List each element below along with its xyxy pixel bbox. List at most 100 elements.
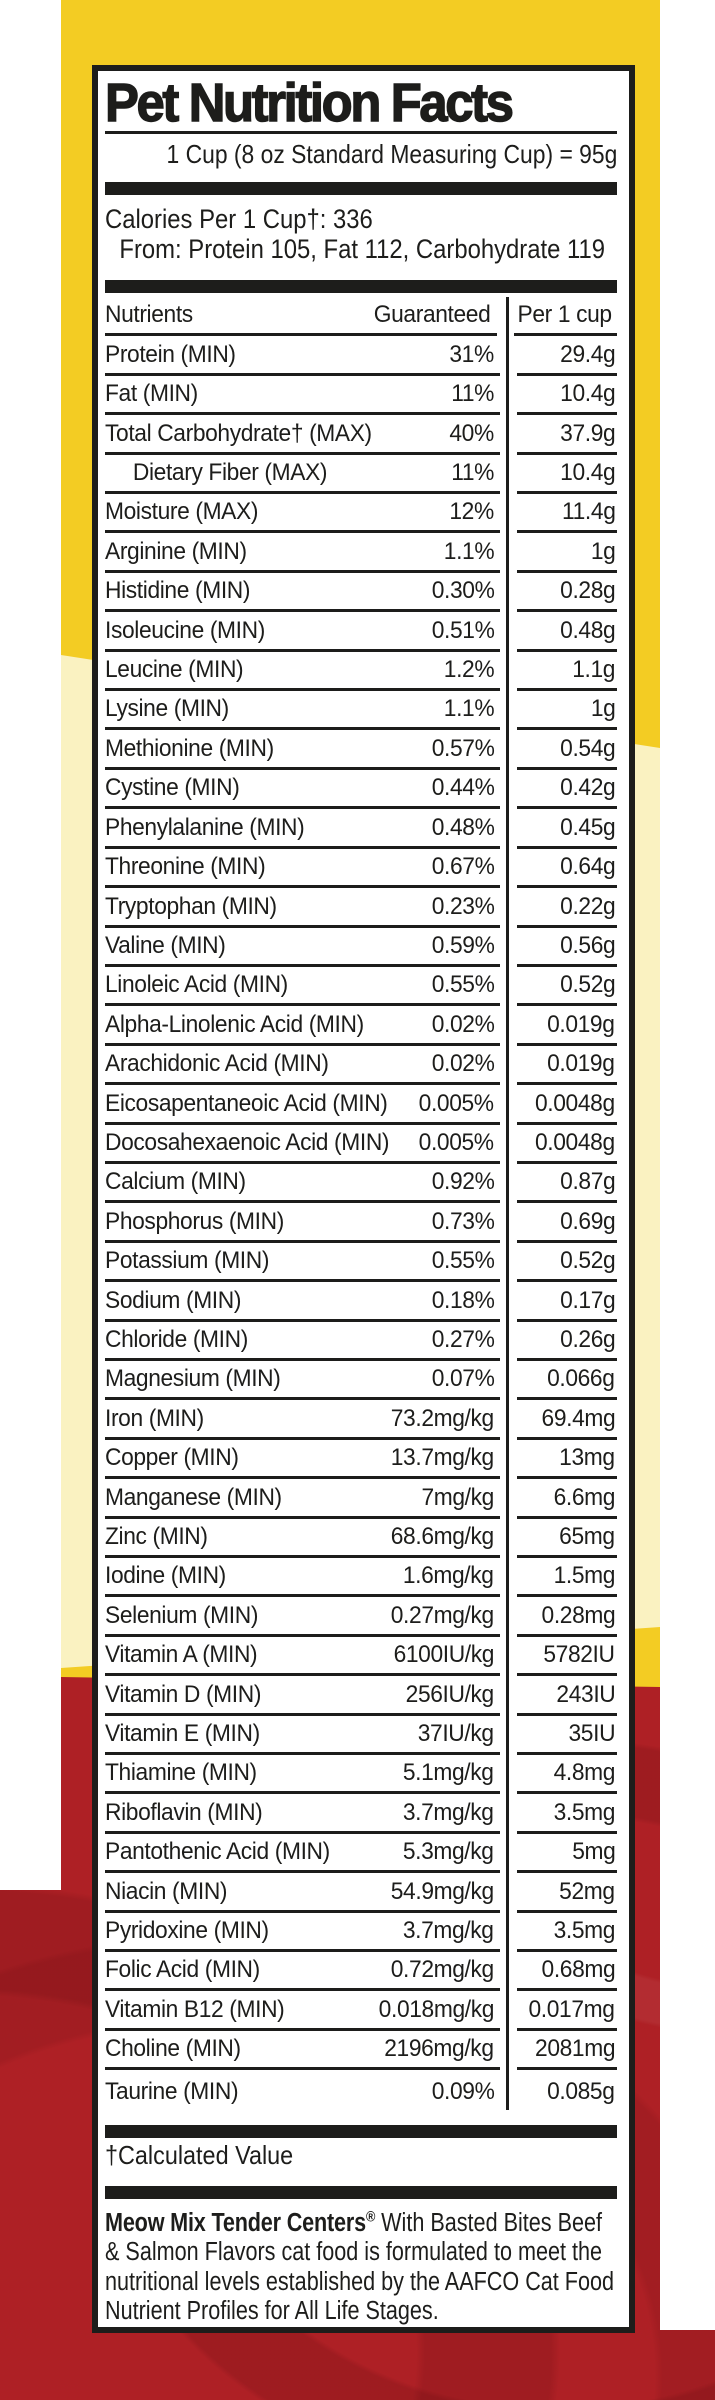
header-nutrients: Nutrients xyxy=(105,301,193,329)
table-row: Pyridoxine (MIN) 3.7mg/kg 3.5mg xyxy=(105,1913,617,1953)
guaranteed-value-cell: 0.72mg/kg xyxy=(390,1956,494,1984)
table-row: Iodine (MIN) 1.6mg/kg 1.5mg xyxy=(105,1558,617,1598)
nutrient-name-cell: Lysine (MIN) xyxy=(105,695,229,723)
per-cup-value-cell: 0.28mg xyxy=(541,1601,615,1629)
nutrient-name-cell: Leucine (MIN) xyxy=(105,656,244,684)
guaranteed-value-cell: 0.57% xyxy=(431,734,494,762)
nutrient-name-cell: Linoleic Acid (MIN) xyxy=(105,971,288,999)
guaranteed-value-cell: 5.3mg/kg xyxy=(403,1838,494,1866)
table-row: Folic Acid (MIN) 0.72mg/kg 0.68mg xyxy=(105,1952,617,1992)
separator-bar xyxy=(105,2185,617,2199)
aafco-statement: Meow Mix Tender Centers® With Basted Bit… xyxy=(105,2209,617,2327)
guaranteed-value-cell: 0.73% xyxy=(431,1207,494,1235)
nutrient-name-cell: Pyridoxine (MIN) xyxy=(105,1917,269,1945)
guaranteed-value-cell: 6100IU/kg xyxy=(393,1641,494,1669)
per-cup-value-cell: 0.64g xyxy=(559,853,616,881)
per-cup-value-cell: 0.019g xyxy=(547,1010,616,1038)
per-cup-value-cell: 0.68mg xyxy=(541,1956,615,1984)
nutrient-name-cell: Arachidonic Acid (MIN) xyxy=(105,1050,329,1078)
guaranteed-value-cell: 1.1% xyxy=(443,537,495,565)
table-row: Docosahexaenoic Acid (MIN) 0.005% 0.0048… xyxy=(105,1125,617,1164)
separator-bar xyxy=(105,2124,617,2138)
table-row: Arachidonic Acid (MIN) 0.02% 0.019g xyxy=(105,1046,617,1086)
table-row: Methionine (MIN) 0.57% 0.54g xyxy=(105,730,617,770)
table-row: Cystine (MIN) 0.44% 0.42g xyxy=(105,770,617,810)
table-row: Riboflavin (MIN) 3.7mg/kg 3.5mg xyxy=(105,1794,617,1834)
guaranteed-value-cell: 0.18% xyxy=(431,1286,494,1314)
nutrient-name-cell: Sodium (MIN) xyxy=(105,1286,242,1314)
table-column-divider xyxy=(506,297,509,2110)
guaranteed-value-cell: 0.09% xyxy=(431,2077,494,2105)
nutrient-name-cell: Magnesium (MIN) xyxy=(105,1365,281,1393)
calories-per-cup-text: Calories Per 1 Cup†: 336 xyxy=(105,204,373,234)
nutrient-name-cell: Potassium (MIN) xyxy=(105,1247,270,1275)
per-cup-value-cell: 13mg xyxy=(559,1444,615,1472)
separator-bar xyxy=(105,280,617,293)
guaranteed-value-cell: 0.23% xyxy=(431,892,494,920)
nutrient-name-cell: Niacin (MIN) xyxy=(105,1877,228,1905)
guaranteed-value-cell: 12% xyxy=(449,498,495,526)
guaranteed-value-cell: 0.005% xyxy=(418,1128,494,1156)
guaranteed-value-cell: 40% xyxy=(449,419,495,447)
nutrient-name-cell: Choline (MIN) xyxy=(105,2035,241,2063)
guaranteed-value-cell: 0.59% xyxy=(431,931,494,959)
guaranteed-value-cell: 0.67% xyxy=(431,853,494,881)
per-cup-value-cell: 0.28g xyxy=(559,577,616,605)
nutrient-name-cell: Total Carbohydrate† (MAX) xyxy=(105,419,372,447)
nutrient-name-cell: Isoleucine (MIN) xyxy=(105,616,265,644)
guaranteed-value-cell: 0.005% xyxy=(418,1089,494,1117)
nutrient-name-cell: Dietary Fiber (MAX) xyxy=(132,459,328,487)
nutrient-name-cell: Riboflavin (MIN) xyxy=(105,1798,263,1826)
per-cup-value-cell: 0.066g xyxy=(547,1365,616,1393)
per-cup-value-cell: 10.4g xyxy=(559,380,616,408)
serving-size-text: 1 Cup (8 oz Standard Measuring Cup) = 95… xyxy=(166,139,617,169)
table-row: Moisture (MAX) 12% 11.4g xyxy=(105,494,617,534)
nutrient-name-cell: Protein (MIN) xyxy=(105,340,236,368)
table-row: Vitamin D (MIN) 256IU/kg 243IU xyxy=(105,1676,617,1716)
table-row: Vitamin A (MIN) 6100IU/kg 5782IU xyxy=(105,1637,617,1677)
nutrient-name-cell: Valine (MIN) xyxy=(105,931,226,959)
per-cup-value-cell: 0.26g xyxy=(559,1325,616,1353)
panel-title: Pet Nutrition Facts xyxy=(104,73,514,133)
table-row: Manganese (MIN) 7mg/kg 6.6mg xyxy=(105,1479,617,1519)
table-row: Total Carbohydrate† (MAX) 40% 37.9g xyxy=(105,415,617,455)
guaranteed-value-cell: 0.48% xyxy=(431,813,494,841)
nutrient-name-cell: Thiamine (MIN) xyxy=(105,1759,257,1787)
nutrient-name-cell: Copper (MIN) xyxy=(105,1444,239,1472)
table-row: Calcium (MIN) 0.92% 0.87g xyxy=(105,1164,617,1204)
per-cup-value-cell: 3.5mg xyxy=(553,1917,616,1945)
nutrient-name-cell: Folic Acid (MIN) xyxy=(105,1956,260,1984)
table-row: Fat (MIN) 11% 10.4g xyxy=(105,376,617,416)
header-per-cup: Per 1 cup xyxy=(517,301,612,329)
guaranteed-value-cell: 73.2mg/kg xyxy=(390,1404,494,1432)
per-cup-value-cell: 0.22g xyxy=(559,892,616,920)
guaranteed-value-cell: 0.02% xyxy=(431,1010,494,1038)
per-cup-value-cell: 37.9g xyxy=(559,419,616,447)
guaranteed-value-cell: 0.92% xyxy=(431,1168,494,1196)
brand-name: Meow Mix Tender Centers xyxy=(105,2208,366,2237)
table-row: Niacin (MIN) 54.9mg/kg 52mg xyxy=(105,1873,617,1913)
nutrient-name-cell: Phenylalanine (MIN) xyxy=(105,813,305,841)
nutrient-name-cell: Zinc (MIN) xyxy=(105,1523,208,1550)
separator-bar xyxy=(105,182,617,195)
per-cup-value-cell: 29.4g xyxy=(559,340,616,368)
guaranteed-value-cell: 0.07% xyxy=(431,1365,494,1393)
per-cup-value-cell: 0.0048g xyxy=(535,1089,615,1117)
table-row: Isoleucine (MIN) 0.51% 0.48g xyxy=(105,612,617,652)
table-rows: Protein (MIN) 31% 29.4g Fat (MIN) 11% 10… xyxy=(105,336,617,2109)
per-cup-value-cell: 1.5mg xyxy=(553,1562,616,1590)
per-cup-value-cell: 52mg xyxy=(559,1877,615,1905)
nutrient-name-cell: Threonine (MIN) xyxy=(105,853,266,881)
per-cup-value-cell: 243IU xyxy=(556,1680,615,1708)
per-cup-value-cell: 0.54g xyxy=(559,734,616,762)
nutrient-name-cell: Vitamin A (MIN) xyxy=(105,1641,258,1669)
nutrient-name-cell: Vitamin E (MIN) xyxy=(105,1720,260,1748)
guaranteed-value-cell: 1.1% xyxy=(443,695,495,723)
nutrient-name-cell: Iron (MIN) xyxy=(105,1404,204,1432)
nutrient-name-cell: Calcium (MIN) xyxy=(105,1168,246,1196)
guaranteed-value-cell: 0.55% xyxy=(431,971,494,999)
table-row: Copper (MIN) 13.7mg/kg 13mg xyxy=(105,1440,617,1480)
table-row: Magnesium (MIN) 0.07% 0.066g xyxy=(105,1361,617,1401)
per-cup-value-cell: 5mg xyxy=(571,1838,616,1866)
guaranteed-value-cell: 0.55% xyxy=(431,1247,494,1275)
